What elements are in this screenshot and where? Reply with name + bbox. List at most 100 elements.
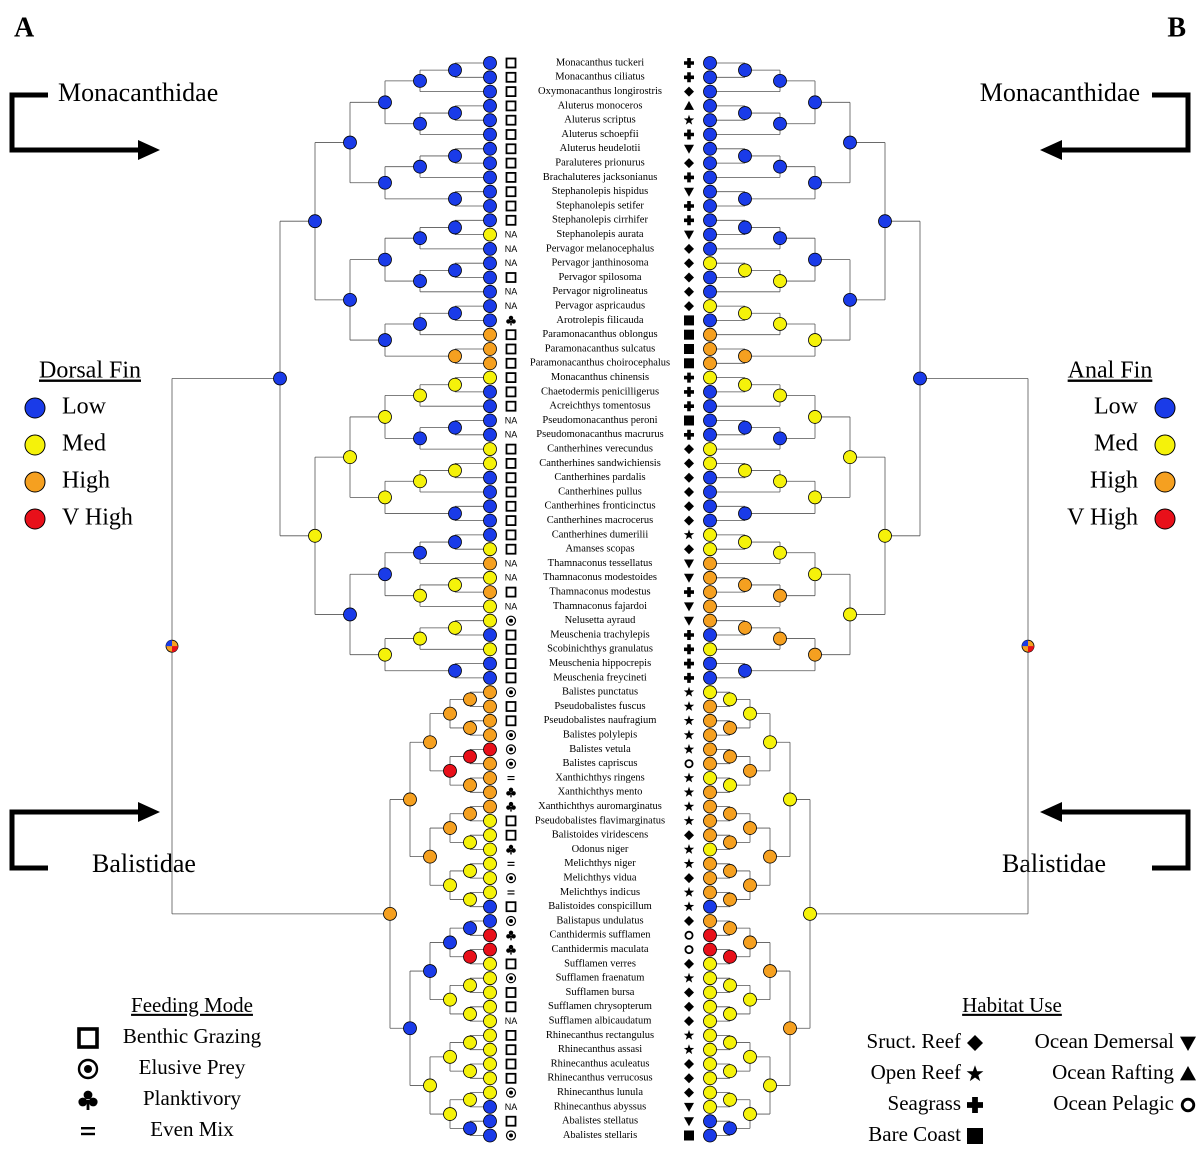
ancestral-state <box>773 545 787 560</box>
anal-state <box>703 928 717 943</box>
legend-label: Ocean Demersal <box>1035 1029 1175 1053</box>
species-name: Balistes punctatus <box>562 687 638 698</box>
dorsal-state <box>483 342 497 356</box>
habitat-icon <box>684 1073 694 1084</box>
species-name: Meuschenia freycineti <box>553 672 647 683</box>
dorsal-state <box>483 971 497 986</box>
dorsal-state <box>483 999 497 1014</box>
legend-label: High <box>62 468 110 494</box>
ancestral-state <box>378 567 392 582</box>
species-name: Cantherhines pardalis <box>554 472 645 483</box>
feeding-icon <box>508 844 514 850</box>
ancestral-state <box>808 333 822 347</box>
anal-state <box>703 1071 717 1086</box>
species-name: Cantherhines macrocerus <box>547 515 653 526</box>
habitat-icon <box>967 1097 983 1113</box>
feeding-icon <box>509 733 513 738</box>
feeding-icon <box>505 71 517 83</box>
feeding-icon <box>505 586 517 598</box>
ancestral-state <box>413 317 427 331</box>
ancestral-state <box>723 1092 737 1107</box>
ancestral-state <box>878 528 892 543</box>
anal-state <box>703 485 717 499</box>
species-name: Balistes polylepis <box>563 730 637 741</box>
feeding-icon <box>508 787 514 792</box>
feeding-icon <box>507 778 515 781</box>
feeding-icon <box>509 747 513 752</box>
dorsal-state <box>483 599 497 614</box>
anal-state <box>703 756 717 771</box>
ancestral-state <box>773 231 787 246</box>
feeding-icon <box>505 157 517 169</box>
panel-label: B <box>1167 12 1186 43</box>
dorsal-state <box>483 199 497 213</box>
feeding-icon <box>509 919 513 923</box>
ancestral-state <box>463 1007 477 1021</box>
ancestral-state <box>413 388 427 403</box>
legend-swatch <box>24 397 46 419</box>
ancestral-state <box>738 377 752 392</box>
anal-state <box>703 771 717 785</box>
species-name: Arotrolepis filicauda <box>556 315 644 326</box>
dorsal-state <box>483 270 497 285</box>
dorsal-state <box>483 1057 497 1071</box>
habitat-icon <box>684 458 694 469</box>
legend-swatch <box>1154 434 1176 456</box>
ancestral-state <box>448 578 462 592</box>
feeding-icon <box>505 687 517 698</box>
habitat-icon <box>684 58 694 68</box>
feeding-icon <box>505 744 517 755</box>
feeding-icon <box>505 973 517 984</box>
ancestral-state <box>448 377 462 392</box>
species-name: Monacanthus tuckeri <box>556 57 644 68</box>
species-name: Pseudomonacanthus macrurus <box>536 429 663 440</box>
feeding-na: NA <box>505 1102 518 1112</box>
ancestral-state <box>738 535 752 549</box>
feeding-icon <box>511 791 516 796</box>
anal-state <box>703 227 717 242</box>
feeding-icon <box>505 143 517 155</box>
feeding-icon <box>505 329 517 341</box>
species-name: Stephanolepis hispidus <box>552 186 649 197</box>
feeding-icon <box>505 343 517 355</box>
ancestral-state <box>423 735 437 750</box>
ancestral-state <box>773 631 787 646</box>
dorsal-state <box>483 327 497 342</box>
ancestral-state <box>413 474 427 489</box>
feeding-icon <box>505 372 517 384</box>
dorsal-state <box>483 456 497 471</box>
ancestral-state <box>378 490 392 505</box>
dorsal-state <box>483 613 497 628</box>
ancestral-state <box>383 906 397 921</box>
ancestral-state <box>773 116 787 131</box>
feeding-icon <box>505 1130 517 1141</box>
legend-label: Low <box>62 394 107 420</box>
feeding-icon <box>505 1115 517 1127</box>
ancestral-state <box>743 992 757 1007</box>
species-name: Pseudobalistes flavimarginatus <box>535 815 665 826</box>
feeding-icon <box>508 801 514 807</box>
feeding-icon <box>506 948 511 953</box>
feeding-icon <box>505 1058 517 1070</box>
habitat-icon <box>684 658 694 669</box>
dorsal-state <box>483 671 497 685</box>
ancestral-state <box>413 274 427 288</box>
feeding-icon <box>505 200 517 212</box>
habitat-icon <box>683 729 695 740</box>
species-name: Xanthichthys mento <box>558 787 643 798</box>
feeding-icon <box>505 1001 517 1013</box>
anal-state <box>703 570 717 585</box>
feeding-na: NA <box>505 229 518 239</box>
habitat-icon <box>684 1102 694 1112</box>
species-name: Scobinichthys granulatus <box>547 644 653 655</box>
ancestral-state <box>448 663 462 678</box>
ancestral-state <box>808 410 822 424</box>
legend-title: Dorsal Fin <box>39 358 141 384</box>
habitat-icon <box>684 415 694 426</box>
feeding-icon <box>505 357 517 369</box>
legend-label: V High <box>1067 505 1138 531</box>
ancestral-state <box>723 749 737 764</box>
feeding-icon <box>505 872 517 884</box>
habitat-icon <box>684 272 694 283</box>
ancestral-state <box>463 949 477 964</box>
